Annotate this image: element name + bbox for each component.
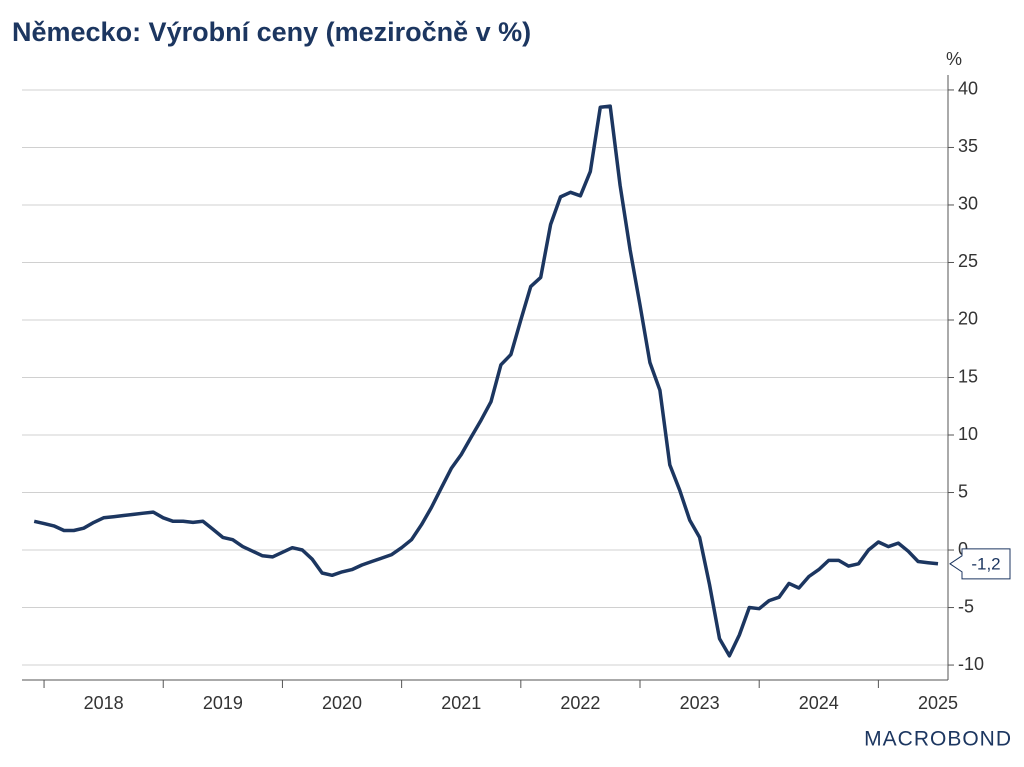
y-unit: % <box>946 49 962 69</box>
y-tick-label: 10 <box>958 424 978 444</box>
x-tick-label: 2025 <box>918 693 958 713</box>
y-tick-label: -5 <box>958 596 974 616</box>
value-label: -1,2 <box>971 554 1000 573</box>
y-tick-label: 20 <box>958 309 978 329</box>
value-callout <box>949 548 1011 580</box>
chart-title: Německo: Výrobní ceny (meziročně v %) <box>12 17 531 47</box>
y-tick-label: 30 <box>958 194 978 214</box>
x-tick-label: 2022 <box>560 693 600 713</box>
x-tick-label: 2020 <box>322 693 362 713</box>
logo: MACROBOND <box>864 728 1012 751</box>
y-tick-label: -10 <box>958 654 984 674</box>
x-tick-label: 2018 <box>84 693 124 713</box>
x-tick-label: 2024 <box>799 693 839 713</box>
y-tick-label: 5 <box>958 481 968 501</box>
y-tick-label: 40 <box>958 79 978 99</box>
data-line <box>33 104 939 658</box>
y-tick-label: 25 <box>958 251 978 271</box>
y-tick-label: 35 <box>958 136 978 156</box>
y-tick-label: 15 <box>958 366 978 386</box>
x-tick-label: 2021 <box>441 693 481 713</box>
x-tick-label: 2023 <box>680 693 720 713</box>
x-tick-label: 2019 <box>203 693 243 713</box>
